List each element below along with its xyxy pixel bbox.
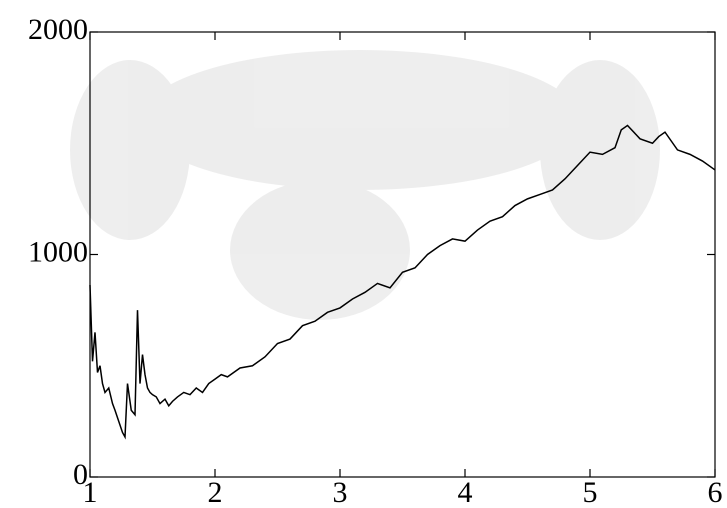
y-tick-label: 1000: [28, 235, 88, 268]
x-tick-label: 5: [583, 476, 598, 508]
watermark-shape: [540, 60, 660, 240]
x-tick-label: 3: [333, 476, 348, 508]
x-tick-label: 4: [458, 476, 473, 508]
x-tick-label: 1: [83, 476, 98, 508]
y-tick-label: 0: [73, 458, 88, 491]
x-tick-label: 6: [708, 476, 723, 508]
watermark-shape: [70, 60, 190, 240]
watermark: [70, 50, 660, 320]
watermark-shape: [140, 50, 580, 190]
watermark-shape: [230, 180, 410, 320]
data-line: [89, 124, 716, 440]
x-tick-label: 2: [208, 476, 223, 508]
y-tick-label: 2000: [28, 13, 88, 46]
